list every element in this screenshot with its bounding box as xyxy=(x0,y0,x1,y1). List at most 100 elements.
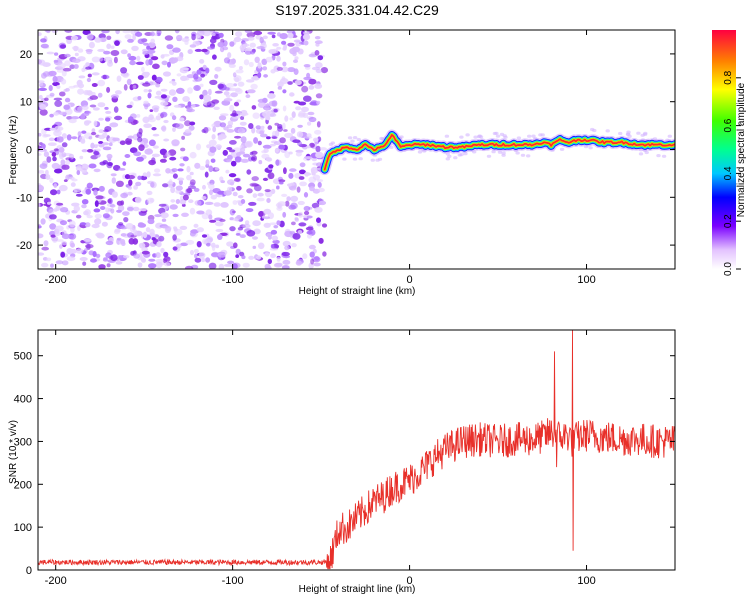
heat-cell xyxy=(76,214,82,219)
heat-cell xyxy=(285,200,290,207)
heat-cell xyxy=(190,249,194,256)
heat-cell xyxy=(259,36,264,44)
heat-cell xyxy=(314,36,321,40)
heat-cell xyxy=(113,106,119,113)
spectrogram-x-tick-label: 0 xyxy=(407,274,413,286)
heat-cell xyxy=(220,202,229,208)
heat-cell xyxy=(54,168,63,174)
heat-cell xyxy=(273,108,278,113)
colorbar-ticks: 0.0 0.2 0.4 0.6 0.8 xyxy=(723,70,741,276)
heat-cell xyxy=(98,185,105,192)
heat-cell xyxy=(252,193,258,199)
heat-cell xyxy=(155,90,162,96)
heat-cell xyxy=(91,83,98,87)
heat-cell xyxy=(126,104,133,109)
heat-cell xyxy=(208,88,212,96)
heat-cell xyxy=(276,185,280,190)
track-halo xyxy=(531,134,536,138)
track-halo xyxy=(347,136,353,140)
heat-cell xyxy=(229,87,237,92)
heat-cell xyxy=(249,151,254,156)
heat-cell xyxy=(313,262,321,267)
heat-cell xyxy=(198,252,206,259)
heat-cell xyxy=(181,203,186,207)
heat-cell xyxy=(262,144,272,149)
heat-cell xyxy=(60,251,66,258)
spectrogram-y-ticks: -20 -10 0 10 20 xyxy=(16,49,675,252)
heat-cell xyxy=(273,263,283,268)
heat-cell xyxy=(196,227,204,233)
heat-cell xyxy=(237,81,245,87)
heat-cell xyxy=(64,97,71,103)
heat-cell xyxy=(75,248,84,254)
heat-cell xyxy=(307,121,312,126)
heat-cell xyxy=(161,60,168,66)
heat-cell xyxy=(54,125,61,133)
heat-cell xyxy=(41,72,47,79)
heat-cell xyxy=(235,69,244,74)
heat-cell xyxy=(262,66,268,71)
heat-cell xyxy=(90,258,97,263)
heat-cell xyxy=(142,116,150,124)
track-halo xyxy=(527,134,532,138)
heat-cell xyxy=(106,35,112,40)
heat-cell xyxy=(61,164,70,170)
heat-cell xyxy=(274,122,280,126)
track-halo xyxy=(352,157,358,161)
heat-cell xyxy=(226,159,233,163)
heat-cell xyxy=(38,95,43,100)
heat-cell xyxy=(281,40,287,45)
heat-cell xyxy=(279,181,284,185)
heat-cell xyxy=(127,53,131,58)
heat-cell xyxy=(50,234,56,238)
heat-cell xyxy=(317,187,325,193)
heat-cell xyxy=(203,94,212,102)
heat-cell xyxy=(148,159,157,166)
heat-cell xyxy=(264,252,270,257)
heat-cell xyxy=(218,32,224,38)
track-halo xyxy=(559,147,565,151)
heat-cell xyxy=(44,97,49,102)
heat-cell xyxy=(202,89,208,97)
heat-cell xyxy=(136,55,141,61)
heat-cell xyxy=(60,159,66,166)
heat-cell xyxy=(48,137,55,142)
heat-cell xyxy=(97,79,106,87)
heat-cell xyxy=(144,148,153,155)
snr-y-tick-label: 100 xyxy=(14,522,32,534)
heat-cell xyxy=(276,256,281,262)
spectrogram-y-label: Frequency (Hz) xyxy=(8,116,19,185)
heat-cell xyxy=(235,88,243,95)
heat-cell xyxy=(38,80,45,84)
heat-cell xyxy=(172,213,179,218)
snr-x-tick-label: 100 xyxy=(577,575,595,587)
heat-cell xyxy=(106,43,112,50)
heat-cell xyxy=(235,31,243,37)
heat-cell xyxy=(98,134,106,140)
heat-cell xyxy=(105,207,110,213)
heat-cell xyxy=(291,221,296,226)
heat-cell xyxy=(119,140,126,146)
heat-cell xyxy=(262,177,269,181)
heat-cell xyxy=(246,89,256,94)
heat-cell xyxy=(316,179,324,183)
heat-cell xyxy=(55,260,64,265)
heat-cell xyxy=(85,188,92,195)
heat-cell xyxy=(117,204,125,212)
heat-cell xyxy=(96,148,101,152)
heat-cell xyxy=(293,100,301,104)
heat-cell xyxy=(244,140,253,148)
heat-cell xyxy=(56,69,64,73)
heat-cell xyxy=(176,34,183,41)
track-halo xyxy=(356,137,361,142)
heat-cell xyxy=(175,123,184,129)
heat-cell xyxy=(303,205,311,212)
heat-cell xyxy=(81,163,89,171)
heat-cell xyxy=(145,227,151,233)
heat-cell xyxy=(81,204,87,209)
track-halo xyxy=(656,154,661,158)
heat-cell xyxy=(257,192,264,197)
heat-cell xyxy=(303,76,312,81)
heat-cell xyxy=(165,168,171,174)
heat-cell xyxy=(171,168,178,173)
